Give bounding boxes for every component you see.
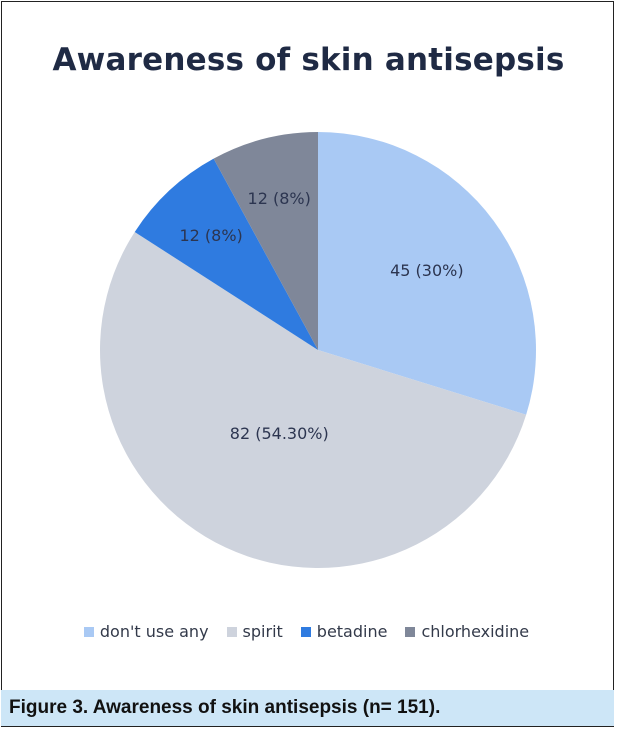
chart-legend: don't use any spirit betadine chlorhexid… <box>0 622 613 641</box>
legend-item-chlorhexidine: chlorhexidine <box>405 622 529 641</box>
data-label: 45 (30%) <box>390 261 464 280</box>
data-label: 82 (54.30%) <box>230 424 329 443</box>
chart-title: Awareness of skin antisepsis <box>52 42 565 78</box>
data-label: 12 (8%) <box>179 226 242 245</box>
pie-slice-betadine <box>134 158 318 350</box>
legend-item-dont-use-any: don't use any <box>83 622 209 641</box>
pie-slice-chlorhexidine <box>213 132 318 350</box>
legend-item-spirit: spirit <box>226 622 283 641</box>
legend-swatch <box>226 626 237 637</box>
legend-label: betadine <box>316 622 388 641</box>
legend-label: don't use any <box>99 622 209 641</box>
pie-slice-don-t-use-any <box>318 132 536 415</box>
legend-swatch <box>300 626 311 637</box>
legend-label: spirit <box>242 622 283 641</box>
legend-item-betadine: betadine <box>300 622 388 641</box>
legend-swatch <box>405 626 416 637</box>
pie-slice-spirit <box>99 231 527 569</box>
legend-label: chlorhexidine <box>421 622 530 641</box>
data-label: 12 (8%) <box>248 189 311 208</box>
legend-swatch <box>83 626 94 637</box>
figure-caption: Figure 3. Awareness of skin antisepsis (… <box>1 690 614 726</box>
